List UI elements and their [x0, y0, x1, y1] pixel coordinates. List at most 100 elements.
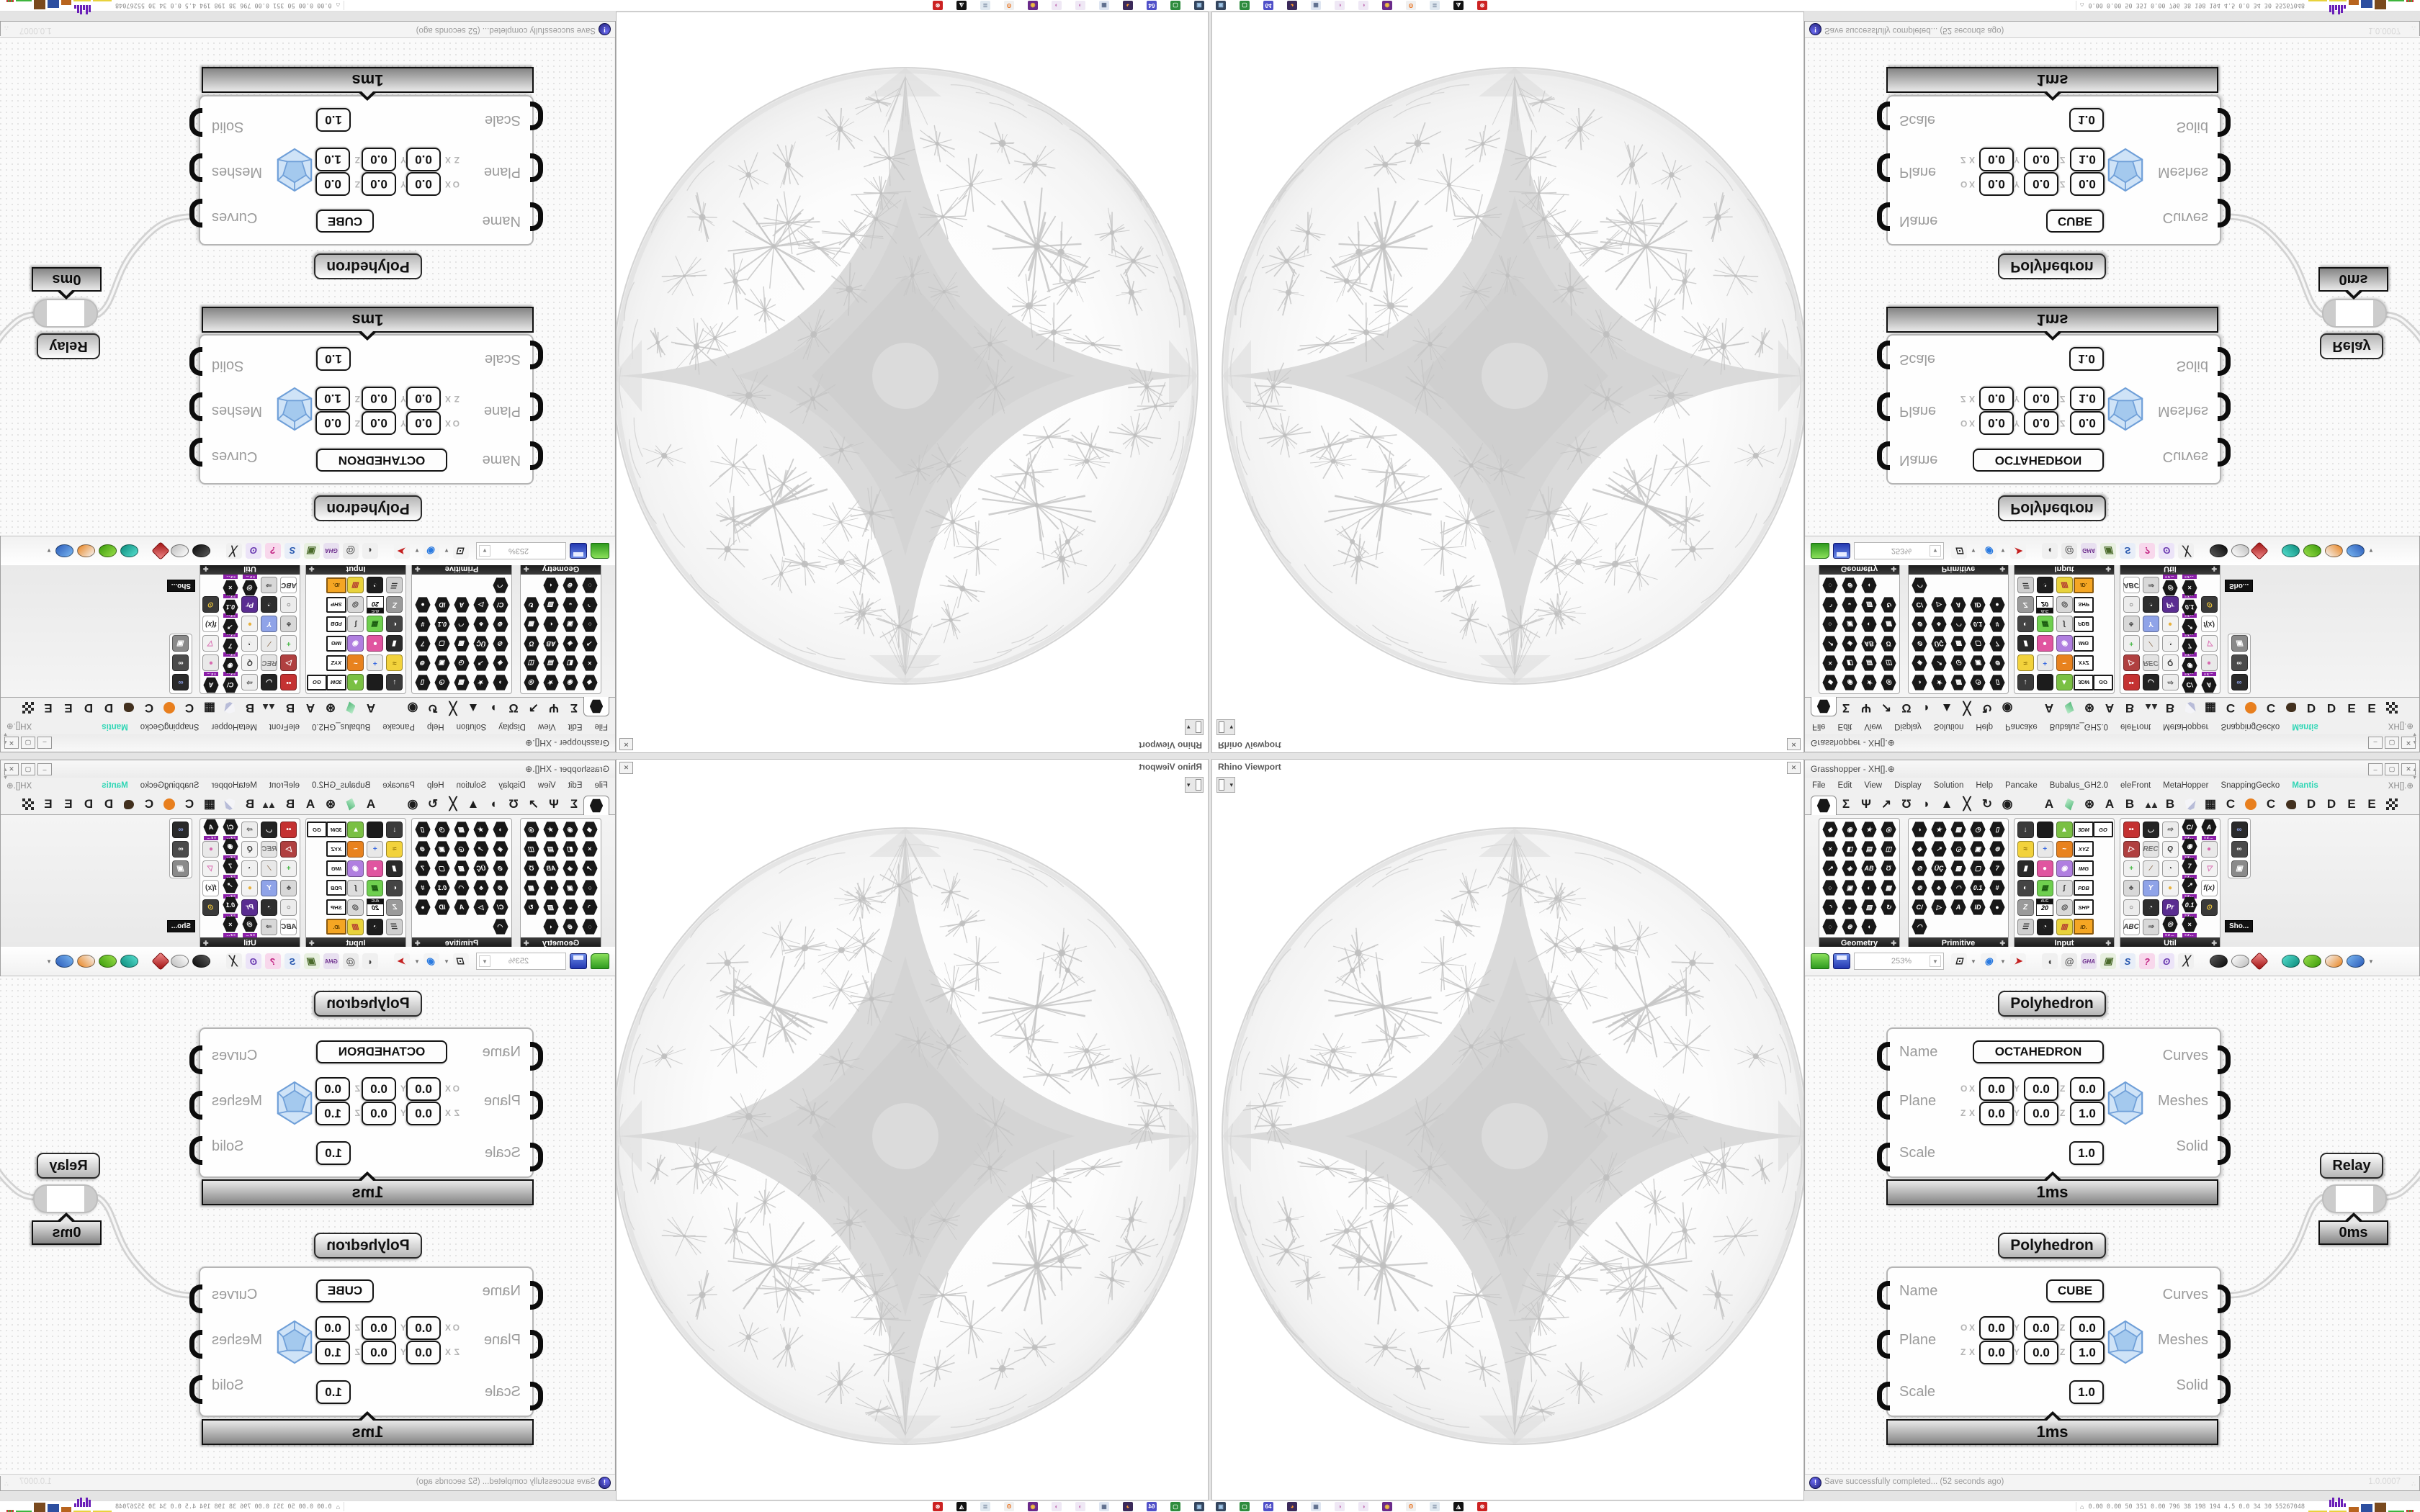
- ribbon-component[interactable]: ▣: [1840, 615, 1859, 634]
- ribbon-component[interactable]: ◐: [1860, 615, 1878, 634]
- tab-maths[interactable]: Σ: [1842, 797, 1850, 811]
- ribbon-component[interactable]: IMG: [326, 859, 346, 878]
- ribbon-component[interactable]: ▤: [542, 840, 560, 858]
- ribbon-component[interactable]: ○: [1821, 878, 1839, 897]
- tab-plugin-dot[interactable]: [160, 699, 179, 716]
- bw-app-icon[interactable]: ◮: [1453, 1502, 1464, 1511]
- ribbon-component[interactable]: ▢: [1968, 634, 1987, 653]
- ribbon-component[interactable]: Y: [2141, 615, 2160, 634]
- plane-value-box[interactable]: 0.0: [2024, 387, 2058, 410]
- display-bean-light[interactable]: [2231, 544, 2249, 557]
- ribbon-component[interactable]: ▤: [1860, 654, 1878, 672]
- input-port-scale[interactable]: [1877, 341, 1890, 369]
- ribbon-component[interactable]: Q: [2161, 654, 2179, 672]
- ribbon-component[interactable]: ×: [581, 654, 599, 672]
- plane-value-box[interactable]: 0.0: [2024, 1102, 2058, 1125]
- ribbon-component[interactable]: ◈: [491, 840, 510, 858]
- tab-plugin-dot[interactable]: [160, 796, 179, 813]
- input-port-plane[interactable]: [1877, 392, 1890, 421]
- menu-item-snappinggecko[interactable]: SnappingGecko: [140, 781, 200, 790]
- ribbon-component[interactable]: ⊛: [1840, 576, 1859, 595]
- menu-item-display[interactable]: Display: [1894, 722, 1922, 731]
- ribbon-component[interactable]: ●: [241, 878, 259, 897]
- ribbon-component[interactable]: ▩: [1949, 859, 1968, 878]
- ribbon-component[interactable]: ◡: [260, 820, 279, 839]
- plane-value-box[interactable]: 0.0: [315, 411, 350, 435]
- ribbon-component[interactable]: ●: [241, 615, 259, 634]
- output-port-curves[interactable]: [189, 1284, 202, 1313]
- ribbon-component[interactable]: ◷: [1968, 673, 1987, 692]
- gh-canvas[interactable]: Polyhedron Name Plane Scale Curves Meshes Soli…: [0, 976, 614, 1476]
- ribbon-component[interactable]: ▦: [452, 820, 471, 839]
- ribbon-component[interactable]: ∞: [2230, 820, 2249, 839]
- tab-display[interactable]: ◉: [407, 701, 418, 715]
- plane-value-box[interactable]: 1.0: [2070, 1341, 2105, 1364]
- ribbon-component[interactable]: ↓: [385, 820, 404, 839]
- display-bean-dark[interactable]: [192, 544, 210, 557]
- help-box-button[interactable]: ?: [265, 953, 281, 969]
- ribbon-component[interactable]: ↗: [1821, 859, 1839, 878]
- ribbon-component[interactable]: Q: [241, 654, 259, 672]
- ribbon-component[interactable]: ⊚: [413, 654, 432, 672]
- remote-button[interactable]: ◖: [2042, 543, 2058, 559]
- tab-plugin-d2[interactable]: D: [2326, 701, 2336, 715]
- ribbon-component[interactable]: ●: [2161, 878, 2179, 897]
- tab-plugin-a1[interactable]: A: [366, 797, 376, 811]
- menu-item-help[interactable]: Help: [426, 722, 444, 731]
- tab-plugin-c1[interactable]: C: [2226, 701, 2236, 715]
- display-bean-dark[interactable]: [2210, 955, 2228, 968]
- tab-surface[interactable]: ◗: [1922, 701, 1931, 715]
- red-app-icon[interactable]: ⊛: [1477, 1502, 1487, 1511]
- tab-vector[interactable]: ↗: [528, 701, 539, 715]
- component-nickname[interactable]: Polyhedron: [314, 253, 422, 279]
- floppy64-app-icon[interactable]: 64: [1147, 1502, 1157, 1511]
- ribbon-component[interactable]: ▮: [2016, 634, 2035, 653]
- name-value-box[interactable]: OCTAHEDRON: [1973, 449, 2104, 472]
- maximize-button[interactable]: ▢: [2385, 763, 2399, 775]
- ribbon-component[interactable]: ◉ ≡x…: [2180, 652, 2199, 672]
- ribbon-component[interactable]: ▦: [2035, 615, 2054, 634]
- display-bean-orange[interactable]: [2325, 544, 2343, 557]
- component-nickname[interactable]: Polyhedron: [1998, 1233, 2106, 1259]
- scale-value-box[interactable]: 1.0: [2069, 347, 2104, 371]
- tab-plugin-b2[interactable]: B: [2165, 797, 2175, 811]
- ribbon-component[interactable]: ◔: [260, 595, 279, 614]
- ribbon-component[interactable]: GO: [307, 820, 327, 839]
- ribbon-component[interactable]: Z: [2016, 595, 2035, 614]
- ribbon-component[interactable]: A: [452, 898, 471, 917]
- plane-value-box[interactable]: 0.0: [1979, 1102, 2014, 1125]
- ribbon-component[interactable]: 7: [413, 859, 432, 878]
- tab-plugin-checker[interactable]: [2383, 796, 2401, 813]
- ribbon-component[interactable]: ●: [366, 859, 385, 878]
- ribbon-component[interactable]: ★: [472, 673, 490, 692]
- ribbon-component[interactable]: ↗: [581, 634, 599, 653]
- zoom-extents-button[interactable]: ⊡: [1951, 543, 1967, 559]
- ribbon-component[interactable]: ◝: [1821, 898, 1839, 917]
- calculator-icon[interactable]: ▦: [1311, 1502, 1321, 1511]
- ribbon-component[interactable]: +: [366, 840, 385, 858]
- viewport-menu-button[interactable]: ▾: [1216, 777, 1235, 793]
- tab-plugin-e2[interactable]: E: [44, 701, 53, 715]
- ribbon-component[interactable]: IMG: [326, 634, 346, 653]
- ribbon-component[interactable]: ◔: [260, 898, 279, 917]
- ribbon-component[interactable]: ▣: [1840, 878, 1859, 897]
- chevron-down-icon[interactable]: ▼: [414, 547, 420, 554]
- ribbon-component[interactable]: XYZ: [2074, 654, 2094, 672]
- ribbon-component[interactable]: ◑: [1910, 673, 1929, 692]
- output-port-meshes[interactable]: [2218, 1091, 2231, 1120]
- ribbon-component[interactable]: 0.1 ≡x…: [2180, 896, 2199, 918]
- ribbon-component[interactable]: ↓: [385, 673, 404, 692]
- menu-item-pancake[interactable]: Pancake: [2005, 722, 2038, 731]
- gha-button[interactable]: GHA: [323, 543, 339, 559]
- ribbon-component[interactable]: ↓: [2016, 673, 2035, 692]
- ribbon-component[interactable]: 3DM: [2074, 673, 2094, 692]
- bulb-button[interactable]: ʘ: [2159, 953, 2174, 969]
- display-bean-light[interactable]: [171, 544, 189, 557]
- tab-plugin-e1[interactable]: E: [64, 797, 73, 811]
- ribbon-component[interactable]: 7 ≡x…: [2180, 858, 2199, 879]
- ribbon-component[interactable]: ●: [202, 840, 220, 858]
- red-app-icon[interactable]: ⊛: [933, 1, 943, 10]
- polyhedron-component[interactable]: Name Plane Scale Curves Meshes Solid OCTAHEDRO…: [1877, 1027, 2231, 1178]
- docs-app-icon[interactable]: ≣: [1430, 1502, 1440, 1511]
- help-box-button[interactable]: ?: [2139, 953, 2155, 969]
